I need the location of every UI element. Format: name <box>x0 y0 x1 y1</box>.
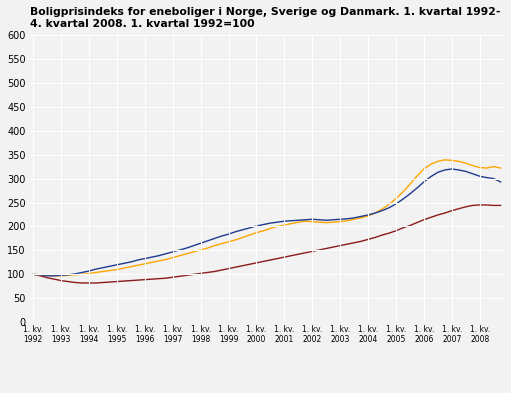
Norge <box>449 167 455 171</box>
Danmark <box>498 166 504 171</box>
Danmark <box>30 272 36 277</box>
Line: Norge: Norge <box>33 169 501 276</box>
Sverige <box>449 208 455 213</box>
Danmark <box>351 217 357 222</box>
Sverige <box>351 241 357 245</box>
Sverige <box>407 223 413 228</box>
Danmark <box>442 158 448 162</box>
Sverige <box>456 206 462 211</box>
Norge <box>456 167 462 172</box>
Danmark <box>372 211 378 215</box>
Danmark <box>407 182 413 187</box>
Danmark <box>456 159 462 163</box>
Sverige <box>498 203 504 208</box>
Norge <box>372 211 378 215</box>
Norge <box>351 215 357 220</box>
Norge <box>44 274 50 278</box>
Norge <box>30 272 36 277</box>
Danmark <box>462 161 469 165</box>
Legend: Sverige, Danmark, Norge: Sverige, Danmark, Norge <box>132 391 402 393</box>
Sverige <box>462 204 469 209</box>
Sverige <box>30 272 36 277</box>
Line: Sverige: Sverige <box>33 205 501 283</box>
Norge <box>470 171 476 176</box>
Sverige <box>477 202 483 207</box>
Text: Boligprisindeks for eneboliger i Norge, Sverige og Danmark. 1. kvartal 1992-
4. : Boligprisindeks for eneboliger i Norge, … <box>30 7 500 29</box>
Norge <box>498 180 504 184</box>
Line: Danmark: Danmark <box>33 160 501 276</box>
Danmark <box>470 163 476 168</box>
Danmark <box>51 274 57 278</box>
Sverige <box>79 281 85 285</box>
Norge <box>462 169 469 174</box>
Norge <box>407 191 413 196</box>
Sverige <box>372 235 378 240</box>
